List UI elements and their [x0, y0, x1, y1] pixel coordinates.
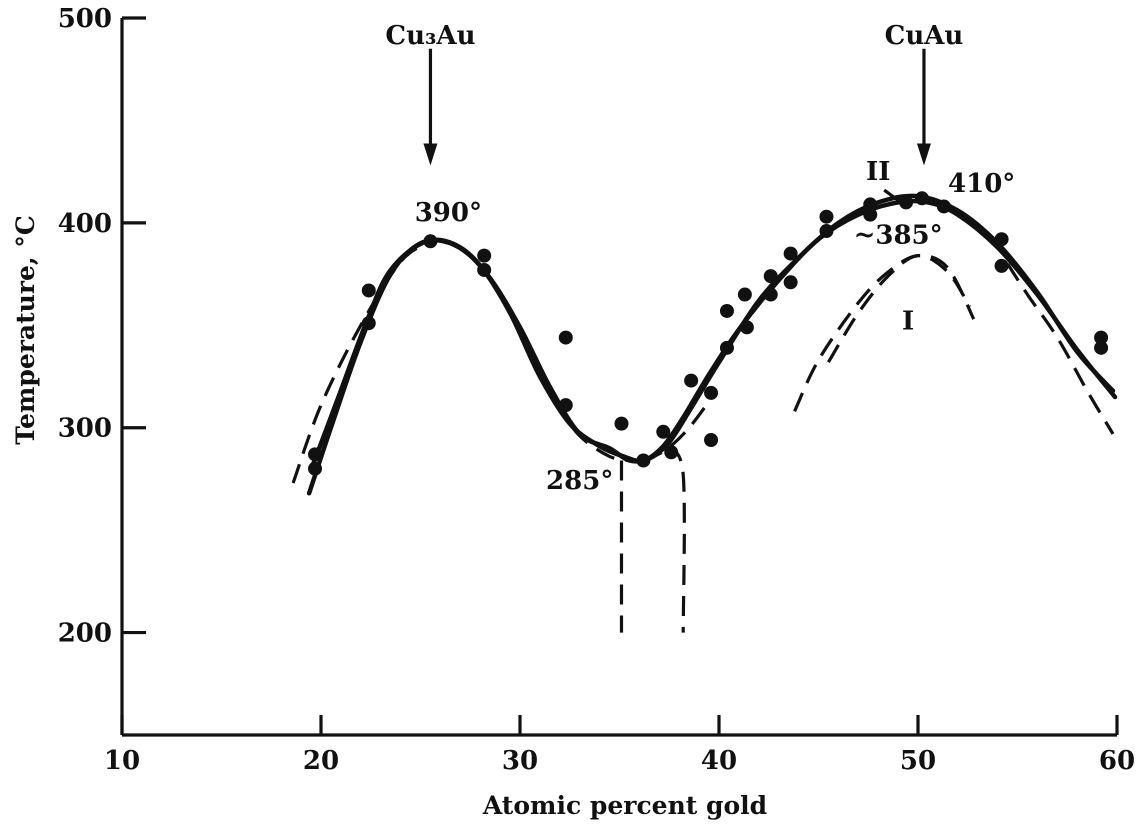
data-point	[936, 199, 951, 214]
x-tick-label: 40	[701, 746, 737, 776]
y-tick-label: 200	[58, 619, 112, 649]
annotation-label: ~385°	[854, 220, 943, 250]
data-point	[863, 197, 878, 212]
data-point	[994, 232, 1009, 247]
data-point	[477, 248, 492, 263]
x-axis-title: Atomic percent gold	[482, 791, 767, 820]
data-point	[994, 258, 1009, 273]
data-point	[558, 330, 573, 345]
x-tick-label: 60	[1099, 746, 1135, 776]
data-point	[719, 340, 734, 355]
data-point	[819, 209, 834, 224]
data-point	[819, 224, 834, 239]
data-point	[558, 398, 573, 413]
composition-label: CuAu	[885, 21, 964, 51]
data-point	[739, 320, 754, 335]
data-point	[423, 234, 438, 249]
curve-II-leader	[883, 188, 906, 206]
y-tick-label: 300	[58, 414, 112, 444]
data-point	[664, 445, 679, 460]
dashed-curve	[793, 253, 976, 412]
dashed-curve	[827, 254, 972, 364]
x-tick-label: 10	[104, 746, 140, 776]
annotations: 390° 285° II 410°~385° I	[415, 157, 1016, 496]
data-point	[361, 316, 376, 331]
data-point	[684, 373, 699, 388]
data-point	[763, 287, 778, 302]
y-tick-label: 500	[58, 4, 112, 34]
annotation-label: 285°	[546, 466, 613, 496]
data-point	[704, 385, 719, 400]
x-ticks: 10 20 30 40 50 60	[104, 715, 1135, 776]
dashed-curve	[1006, 262, 1115, 435]
annotation-label: II	[866, 157, 890, 187]
dashed-curve	[665, 447, 686, 633]
data-point	[1094, 340, 1109, 355]
data-point	[763, 269, 778, 284]
data-point	[308, 447, 323, 462]
data-point	[914, 191, 929, 206]
data-point	[719, 303, 734, 318]
x-tick-label: 30	[502, 746, 538, 776]
annotation-label: 390°	[415, 198, 482, 228]
curves	[291, 193, 1118, 633]
annotation-label: I	[902, 306, 914, 336]
y-ticks: 200 300 400 500	[58, 4, 146, 649]
data-point	[1094, 330, 1109, 345]
data-point	[361, 283, 376, 298]
data-points	[308, 191, 1109, 476]
arrowhead	[423, 143, 438, 166]
data-point	[614, 416, 629, 431]
data-point	[783, 275, 798, 290]
data-point	[737, 287, 752, 302]
data-point	[308, 461, 323, 476]
data-point	[783, 246, 798, 261]
data-point	[656, 424, 671, 439]
dashed-curve	[642, 391, 717, 462]
annotation-label: 410°	[948, 169, 1015, 199]
data-point	[636, 453, 651, 468]
x-tick-label: 20	[303, 746, 339, 776]
data-point	[477, 262, 492, 277]
composition-label: Cu₃Au	[385, 21, 475, 51]
y-tick-label: 400	[58, 209, 112, 239]
x-tick-label: 50	[900, 746, 936, 776]
data-point	[863, 207, 878, 222]
axes	[120, 18, 1117, 737]
dashed-curve	[554, 402, 632, 463]
dashed-curve	[291, 239, 432, 484]
arrowhead	[916, 143, 931, 166]
y-axis-title: Temperature, °C	[11, 215, 40, 444]
data-point	[899, 195, 914, 210]
composition-markers: Cu₃Au CuAu	[385, 21, 964, 166]
data-point	[704, 433, 719, 448]
